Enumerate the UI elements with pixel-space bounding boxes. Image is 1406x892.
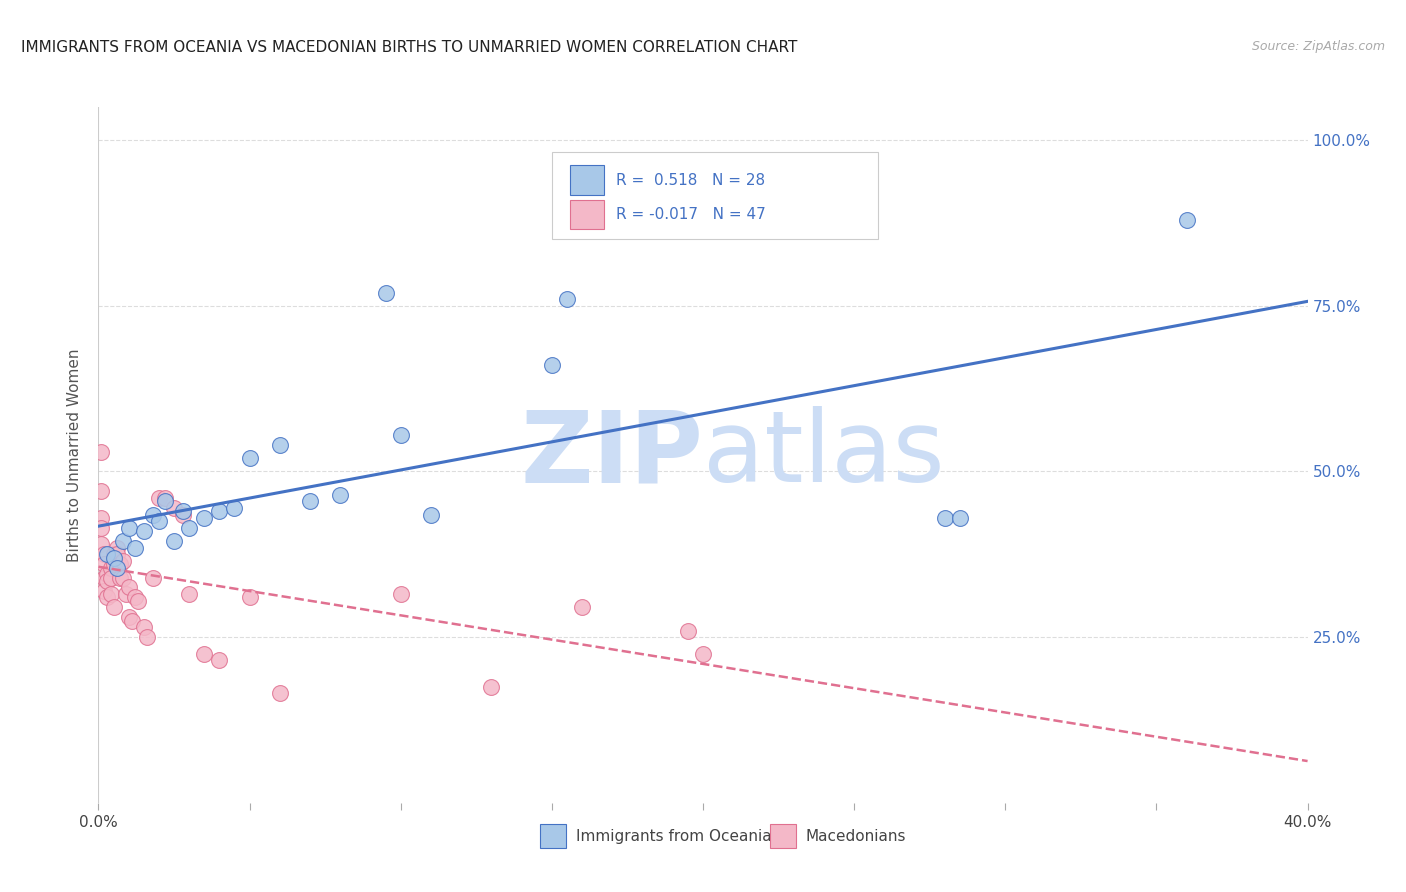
Text: atlas: atlas (703, 407, 945, 503)
Bar (769, 823, 796, 848)
Point (103, 558, 125, 572)
Bar (569, 166, 603, 194)
FancyBboxPatch shape (551, 153, 879, 239)
Point (93, 570, 115, 584)
Point (96, 574, 118, 588)
Point (124, 591, 146, 605)
Point (142, 508, 165, 522)
Point (239, 591, 262, 605)
Point (114, 587, 136, 601)
Point (90, 484, 112, 499)
Point (100, 560, 122, 574)
Point (299, 494, 322, 508)
Point (389, 587, 412, 601)
Point (90, 537, 112, 551)
Point (127, 593, 149, 607)
Point (193, 511, 215, 525)
Point (118, 521, 141, 535)
Text: Macedonians: Macedonians (806, 829, 907, 844)
Point (105, 541, 128, 555)
Point (121, 614, 143, 628)
Point (193, 647, 215, 661)
Point (179, 521, 201, 535)
Point (481, 680, 503, 694)
Point (269, 686, 291, 700)
Point (163, 500, 186, 515)
Point (374, 285, 396, 300)
Point (172, 504, 194, 518)
Point (172, 508, 194, 522)
Point (103, 550, 125, 565)
Point (555, 292, 578, 306)
Text: R =  0.518   N = 28: R = 0.518 N = 28 (616, 172, 765, 187)
Point (93, 558, 115, 572)
Point (208, 653, 231, 667)
Point (93, 547, 115, 561)
Point (96, 547, 118, 561)
Point (93, 583, 115, 598)
Point (153, 491, 176, 505)
Point (224, 500, 246, 515)
Point (148, 514, 170, 528)
Point (949, 511, 972, 525)
Point (135, 630, 157, 644)
Point (96, 567, 118, 582)
Point (111, 570, 134, 584)
Text: ZIP: ZIP (520, 407, 703, 503)
Point (132, 524, 155, 538)
Text: Source: ZipAtlas.com: Source: ZipAtlas.com (1251, 40, 1385, 54)
Point (329, 488, 352, 502)
Point (389, 428, 412, 442)
Point (420, 508, 443, 522)
Point (103, 600, 125, 615)
Point (118, 581, 141, 595)
Point (142, 570, 165, 584)
Point (111, 534, 134, 549)
Bar (569, 201, 603, 229)
Point (934, 511, 956, 525)
Point (96, 591, 118, 605)
Point (90, 444, 112, 458)
Point (124, 541, 146, 555)
Point (179, 587, 201, 601)
Point (132, 620, 155, 634)
Point (108, 558, 131, 572)
Text: Immigrants from Oceania: Immigrants from Oceania (576, 829, 772, 844)
Point (692, 647, 714, 661)
Point (208, 504, 231, 518)
Point (148, 491, 170, 505)
Point (90, 511, 112, 525)
Point (90, 521, 112, 535)
Point (100, 587, 122, 601)
Point (108, 570, 131, 584)
Y-axis label: Births to Unmarried Women: Births to Unmarried Women (67, 348, 83, 562)
Point (105, 560, 128, 574)
Point (100, 570, 122, 584)
Point (105, 547, 128, 561)
Point (239, 451, 262, 466)
Bar (540, 823, 567, 848)
Point (540, 359, 562, 373)
Point (153, 494, 176, 508)
Point (118, 610, 141, 624)
Point (1175, 212, 1198, 227)
Point (676, 624, 699, 638)
Point (163, 534, 186, 549)
Text: R = -0.017   N = 47: R = -0.017 N = 47 (616, 207, 766, 222)
Point (103, 547, 125, 561)
Text: IMMIGRANTS FROM OCEANIA VS MACEDONIAN BIRTHS TO UNMARRIED WOMEN CORRELATION CHAR: IMMIGRANTS FROM OCEANIA VS MACEDONIAN BI… (21, 40, 797, 55)
Point (571, 600, 593, 615)
Point (111, 554, 134, 568)
Point (269, 438, 291, 452)
